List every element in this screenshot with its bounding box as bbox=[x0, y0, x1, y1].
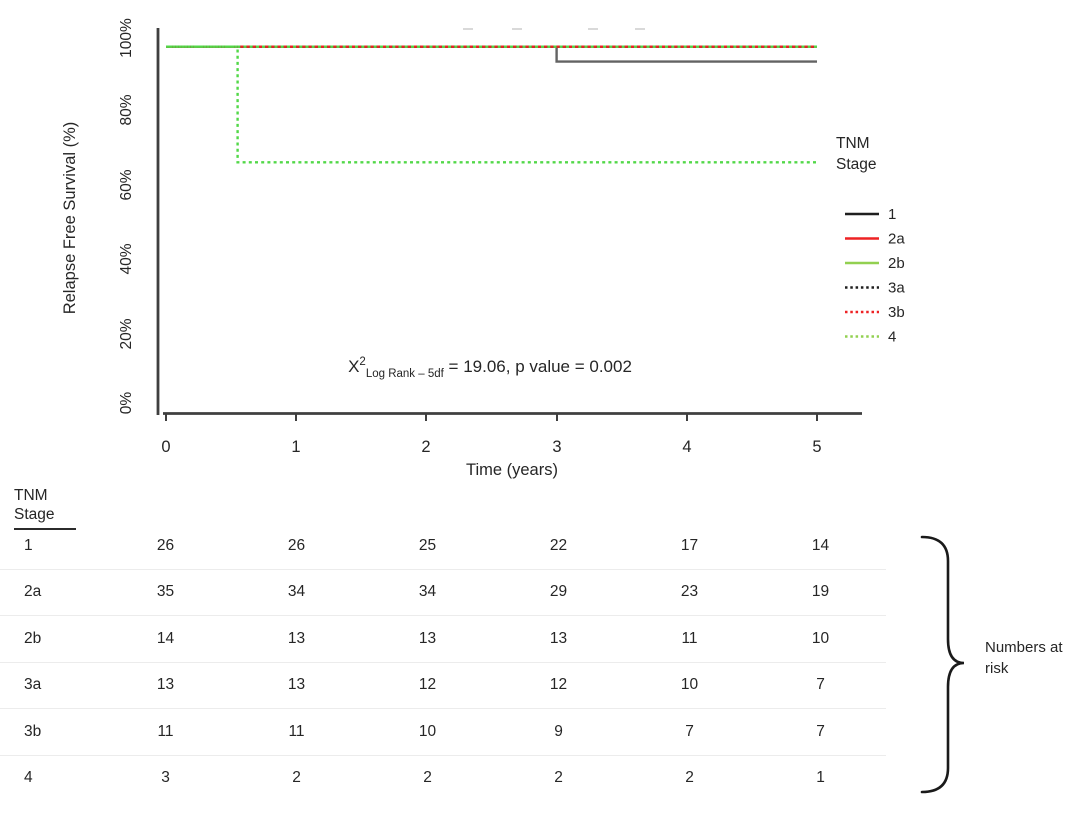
table-row: 4 3 2 2 2 2 1 bbox=[0, 754, 886, 802]
risk-value: 7 bbox=[816, 722, 825, 740]
x-tick-label: 2 bbox=[421, 438, 430, 456]
risk-value: 14 bbox=[156, 629, 175, 647]
risk-value: 2 bbox=[423, 769, 432, 787]
risk-table-header: TNM Stage bbox=[14, 486, 76, 530]
legend-label-stage-3b: 3b bbox=[888, 304, 905, 321]
legend-label-stage-2b: 2b bbox=[888, 255, 905, 272]
legend-label-stage-1: 1 bbox=[888, 206, 896, 223]
y-axis-tick-labels: 100% 80% 60% 40% 20% 0% bbox=[118, 18, 135, 414]
table-row: 1 26 26 25 22 17 14 bbox=[0, 523, 886, 569]
y-tick-label: 60% bbox=[118, 169, 135, 200]
y-tick-label: 100% bbox=[118, 18, 135, 58]
risk-value: 13 bbox=[287, 676, 306, 694]
x-tick-label: 1 bbox=[291, 438, 300, 456]
risk-table-header-line1: TNM bbox=[14, 487, 48, 504]
curly-brace bbox=[920, 535, 965, 794]
stage-label: 3b bbox=[24, 722, 42, 740]
x-axis-ticks bbox=[165, 413, 818, 421]
risk-value: 2 bbox=[554, 769, 563, 787]
y-tick-label: 40% bbox=[118, 243, 135, 274]
risk-value: 1 bbox=[816, 769, 825, 787]
risk-value: 10 bbox=[680, 676, 699, 694]
risk-value: 17 bbox=[680, 536, 699, 554]
risk-value: 35 bbox=[156, 583, 175, 601]
risk-value: 12 bbox=[418, 676, 437, 694]
x-tick-label: 5 bbox=[812, 438, 821, 456]
risk-table-header-line2: Stage bbox=[14, 506, 55, 523]
risk-value: 7 bbox=[685, 722, 694, 740]
risk-value: 2 bbox=[685, 769, 694, 787]
table-row: 3a 13 13 12 12 10 7 bbox=[0, 661, 886, 709]
risk-value: 7 bbox=[816, 676, 825, 694]
stage-label: 2b bbox=[24, 629, 42, 647]
risk-value: 13 bbox=[287, 629, 306, 647]
chi-symbol: X bbox=[348, 357, 359, 376]
y-tick-label: 0% bbox=[118, 392, 135, 415]
risk-value: 23 bbox=[680, 583, 699, 601]
stage-label: 1 bbox=[24, 536, 33, 554]
legend-label-stage-3a: 3a bbox=[888, 280, 905, 297]
risk-value: 19 bbox=[811, 583, 830, 601]
risk-value: 26 bbox=[156, 536, 175, 554]
brace-path bbox=[920, 535, 965, 794]
numbers-at-risk-label-line1: Numbers at bbox=[985, 639, 1063, 656]
risk-value: 13 bbox=[156, 676, 175, 694]
y-tick-label: 80% bbox=[118, 94, 135, 125]
legend: TNM Stage 1 2a 2b 3a 3b 4 bbox=[836, 135, 905, 346]
table-row: 2b 14 13 13 13 11 10 bbox=[0, 615, 886, 662]
risk-value: 14 bbox=[811, 536, 830, 554]
risk-value: 10 bbox=[418, 722, 437, 740]
curve-stage-4 bbox=[166, 45, 817, 164]
x-axis-title: Time (years) bbox=[466, 461, 558, 479]
log-rank-annotation: X2Log Rank – 5df = 19.06, p value = 0.00… bbox=[348, 356, 632, 380]
risk-value: 34 bbox=[418, 583, 437, 601]
chi-superscript: 2 bbox=[359, 356, 365, 368]
risk-value: 13 bbox=[549, 629, 568, 647]
legend-label-stage-4: 4 bbox=[888, 329, 896, 346]
risk-value: 9 bbox=[554, 722, 563, 740]
stage-label: 3a bbox=[24, 676, 42, 694]
numbers-at-risk-label: Numbers at risk bbox=[985, 637, 1080, 679]
risk-value: 29 bbox=[549, 583, 568, 601]
legend-title-line1: TNM bbox=[836, 135, 870, 152]
risk-value: 13 bbox=[418, 629, 437, 647]
numbers-at-risk-label-line2: risk bbox=[985, 660, 1009, 677]
numbers-at-risk-table: 1 26 26 25 22 17 14 2a 35 34 34 29 23 19… bbox=[0, 523, 886, 801]
legend-label-stage-2a: 2a bbox=[888, 231, 905, 248]
risk-value: 11 bbox=[681, 629, 698, 647]
curve-stage-1 bbox=[166, 45, 817, 63]
risk-value: 2 bbox=[292, 769, 301, 787]
y-axis-title: Relapse Free Survival (%) bbox=[61, 122, 79, 315]
risk-value: 12 bbox=[549, 676, 568, 694]
risk-value: 26 bbox=[287, 536, 306, 554]
risk-value: 25 bbox=[418, 536, 437, 554]
survival-curves bbox=[166, 45, 817, 164]
risk-value: 3 bbox=[161, 769, 170, 787]
risk-value: 22 bbox=[549, 536, 568, 554]
x-tick-label: 4 bbox=[682, 438, 691, 456]
table-row: 2a 35 34 34 29 23 19 bbox=[0, 568, 886, 616]
y-tick-label: 20% bbox=[118, 318, 135, 349]
x-tick-label: 0 bbox=[161, 438, 170, 456]
stage-label: 4 bbox=[24, 769, 33, 787]
risk-value: 10 bbox=[811, 629, 830, 647]
x-axis-tick-labels: 0 1 2 3 4 5 bbox=[161, 438, 821, 456]
annotation-result: = 19.06, p value = 0.002 bbox=[444, 357, 632, 376]
x-tick-label: 3 bbox=[552, 438, 561, 456]
risk-value: 34 bbox=[287, 583, 306, 601]
risk-value: 11 bbox=[157, 722, 174, 740]
risk-value: 11 bbox=[288, 722, 305, 740]
stage-label: 2a bbox=[24, 583, 42, 601]
chi-subscript: Log Rank – 5df bbox=[366, 368, 445, 380]
legend-title-line2: Stage bbox=[836, 156, 877, 173]
table-row: 3b 11 11 10 9 7 7 bbox=[0, 708, 886, 755]
survival-chart: Relapse Free Survival (%) 100% 80% 60% 4… bbox=[61, 18, 905, 479]
